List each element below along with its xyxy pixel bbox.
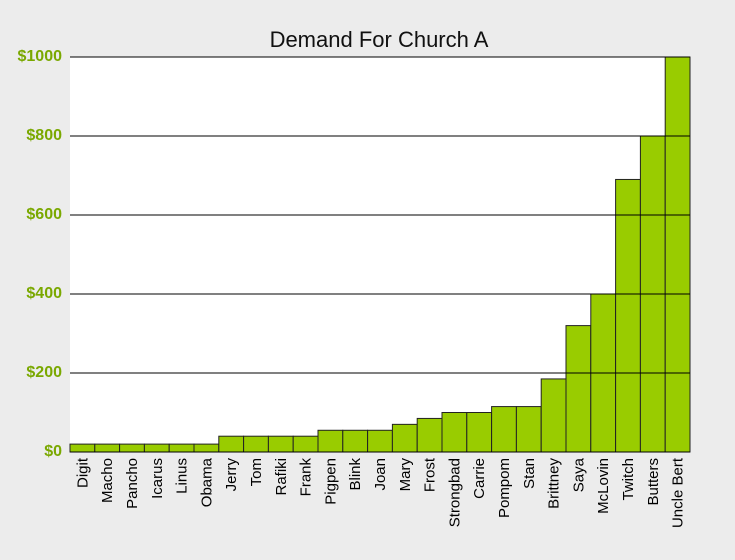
bar-pigpen [317,429,344,453]
bar-frost [416,417,443,453]
chart-title: Demand For Church A [270,27,489,52]
y-tick-labels: $0 $200 $400 $600 $800 $1000 [18,48,63,460]
x-tick-label: Pancho [124,458,141,509]
bar-carrie [466,412,493,453]
x-tick-label: Saya [570,457,587,492]
bar-macho [94,443,121,453]
x-tick-label: Rafiki [273,458,290,496]
y-tick-label: $600 [26,206,62,223]
x-tick-label: Icarus [149,458,166,499]
bar-digit [69,443,96,453]
x-tick-label: Brittney [546,458,563,509]
bar-saya [565,325,592,453]
x-tick-label: Tom [248,458,265,486]
x-tick-label: McLovin [595,458,612,514]
x-tick-labels: Digit Macho Pancho Icarus Linus Obama Jerry Tom… [74,457,686,528]
x-tick-label: Frank [298,458,315,497]
y-tick-label: $0 [44,443,62,460]
x-tick-label: Stan [521,458,538,489]
x-tick-label: Butters [645,458,662,506]
x-tick-label: Carrie [471,458,488,499]
x-tick-label: Jerry [223,458,240,492]
bar-pancho [119,443,145,453]
bar-strongbad [441,412,468,453]
x-tick-label: Pompom [496,458,513,518]
bar-linus [168,443,195,453]
bar-mary [391,423,418,453]
x-tick-label: Mary [397,458,414,492]
bar-twitch [615,178,641,453]
bar-tom [243,435,269,453]
bar-stan [515,406,542,453]
x-tick-label: Uncle Bert [670,457,687,528]
x-tick-label: Obama [198,457,215,507]
x-tick-label: Joan [372,458,389,491]
x-tick-label: Strongbad [446,458,463,527]
x-tick-label: Digit [74,457,91,488]
bar-jerry [218,435,245,453]
x-tick-label: Twitch [620,458,637,501]
x-tick-label: Frost [422,457,439,492]
bar-frank [292,435,319,453]
bar-brittney [540,378,567,453]
bar-blink [342,429,369,453]
x-tick-label: Linus [174,458,191,494]
y-tick-label: $1000 [18,48,63,65]
x-tick-label: Macho [99,458,116,503]
x-tick-label: Blink [347,458,364,491]
y-tick-label: $400 [26,285,62,302]
bar-obama [193,443,220,453]
y-tick-label: $800 [26,127,62,144]
y-tick-label: $200 [26,364,62,381]
bar-uncle-bert [664,56,691,453]
bar-rafiki [267,435,294,453]
bar-icarus [143,443,170,453]
x-tick-label: Pigpen [322,458,339,505]
bar-joan [367,429,393,453]
bar-pompom [491,406,517,453]
